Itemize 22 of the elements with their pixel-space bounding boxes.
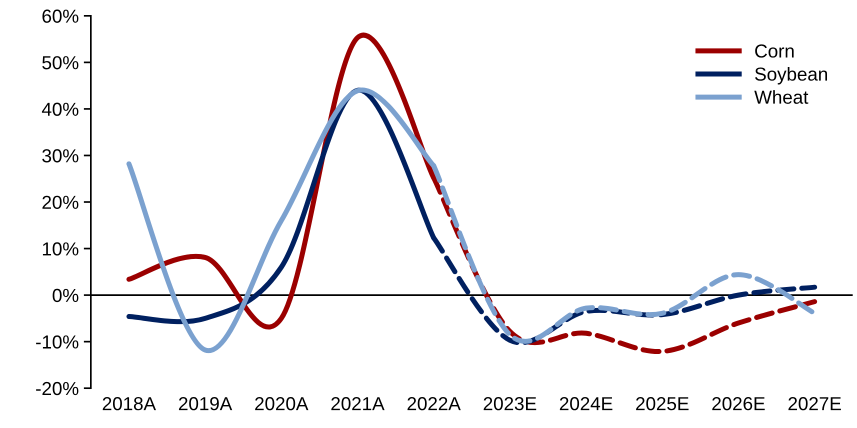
x-tick-label: 2026E <box>712 397 765 410</box>
x-tick-label: 2018A <box>102 397 156 410</box>
x-tick-label: 2020A <box>255 397 308 410</box>
y-tick-label: -10% <box>36 335 78 349</box>
y-tick-label: 50% <box>42 56 78 70</box>
x-tick-label: 2024E <box>560 397 612 410</box>
y-tick-label: 30% <box>42 149 78 162</box>
x-tick-label: 2023E <box>484 397 536 410</box>
x-tick-label: 2025E <box>636 397 689 410</box>
y-tick-label: 20% <box>42 196 78 209</box>
y-tick-label: 60% <box>42 10 78 23</box>
x-tick-label: 2021A <box>331 397 385 410</box>
y-tick-label: -20% <box>36 382 78 396</box>
legend-label: Corn <box>755 44 794 58</box>
y-tick-label: 10% <box>42 242 78 256</box>
legend-label: Soybean <box>755 66 828 84</box>
y-tick-label: 0% <box>52 288 78 302</box>
x-tick-label: 2019A <box>178 397 232 410</box>
legend-label: Wheat <box>754 90 808 104</box>
x-tick-label: 2027E <box>788 397 841 410</box>
y-tick-label: 40% <box>42 102 78 116</box>
x-tick-label: 2022A <box>408 397 461 410</box>
